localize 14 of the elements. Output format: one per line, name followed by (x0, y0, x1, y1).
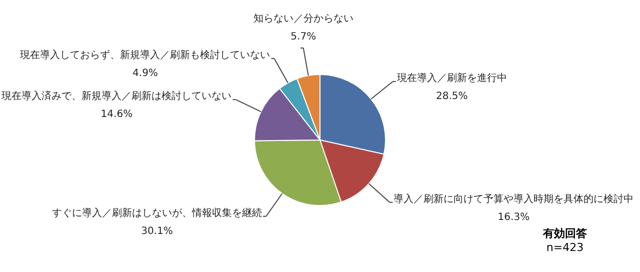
data-label: 16.3% (498, 212, 530, 223)
slice-label: 導入／刷新に向けて予算や導入時期を具体的に検討中 (394, 192, 634, 205)
text: n=423 (545, 241, 585, 254)
data-label: 30.1% (141, 226, 173, 237)
data-label: 14.6% (100, 109, 133, 120)
text: 有効回答 (542, 226, 588, 241)
data-label: 28.5% (436, 91, 468, 102)
slice-label: 現在導入／刷新を進行中 (396, 72, 507, 84)
slice-label: 現在導入しておらず、新規導入／刷新も検討していない (20, 49, 270, 62)
slice-label: 知らない／分からない (253, 12, 354, 25)
data-label: 4.9% (132, 68, 158, 80)
slice-label: 現在導入済みで、新規導入／刷新は検討していない (2, 90, 232, 102)
data-label: 5.7% (290, 32, 316, 43)
slice-label: すぐに導入／刷新はしないが、情報収集を継続 (52, 206, 262, 219)
